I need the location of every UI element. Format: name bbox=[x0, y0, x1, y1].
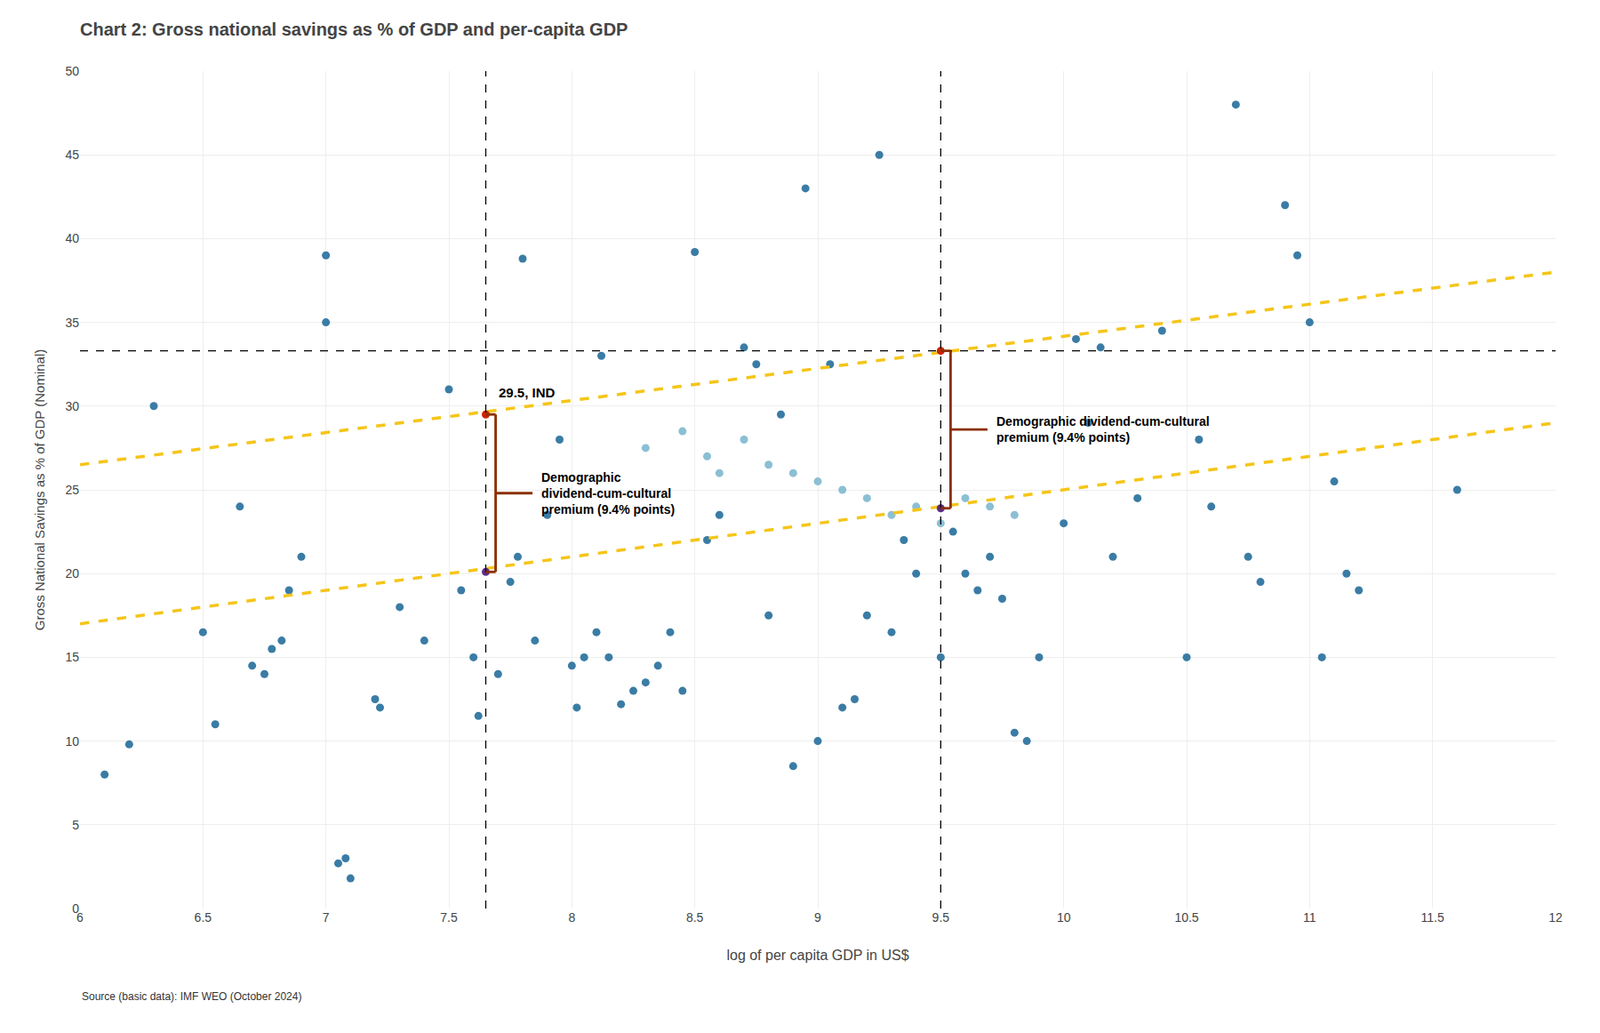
svg-text:40: 40 bbox=[64, 231, 80, 246]
svg-text:12: 12 bbox=[1548, 910, 1563, 925]
svg-text:50: 50 bbox=[64, 64, 80, 79]
svg-text:Chart 2: Gross national saving: Chart 2: Gross national savings as % of … bbox=[80, 19, 628, 40]
svg-text:11: 11 bbox=[1303, 910, 1317, 925]
svg-text:8: 8 bbox=[568, 910, 576, 925]
svg-text:45: 45 bbox=[64, 147, 80, 162]
svg-text:10: 10 bbox=[1056, 910, 1072, 925]
svg-text:11.5: 11.5 bbox=[1421, 910, 1445, 925]
svg-text:Gross National Savings as % of: Gross National Savings as % of GDP (Nomi… bbox=[32, 349, 48, 632]
svg-text:29.5, IND: 29.5, IND bbox=[498, 384, 556, 400]
svg-text:15: 15 bbox=[64, 649, 80, 664]
svg-text:log of per capita GDP in US$: log of per capita GDP in US$ bbox=[726, 947, 909, 963]
svg-text:30: 30 bbox=[64, 399, 80, 414]
svg-text:10: 10 bbox=[64, 734, 80, 749]
svg-text:Demographicdividend-cum-cultur: Demographicdividend-cum-culturalpremium … bbox=[541, 470, 675, 517]
svg-text:Source (basic data): IMF WEO (: Source (basic data): IMF WEO (October 20… bbox=[81, 990, 302, 1003]
svg-text:Demographic dividend-cum-cultu: Demographic dividend-cum-culturalpremium… bbox=[996, 414, 1210, 445]
svg-text:20: 20 bbox=[64, 566, 80, 581]
svg-text:7.5: 7.5 bbox=[440, 910, 458, 925]
svg-text:0: 0 bbox=[72, 901, 80, 916]
svg-text:9: 9 bbox=[814, 910, 822, 925]
svg-text:5: 5 bbox=[72, 817, 80, 832]
svg-text:8.5: 8.5 bbox=[686, 910, 704, 925]
svg-text:6.5: 6.5 bbox=[194, 910, 213, 925]
svg-text:9.5: 9.5 bbox=[932, 910, 951, 925]
svg-text:10.5: 10.5 bbox=[1174, 910, 1199, 925]
svg-text:6: 6 bbox=[76, 910, 84, 925]
svg-text:7: 7 bbox=[322, 910, 330, 925]
svg-text:25: 25 bbox=[64, 482, 80, 497]
svg-text:35: 35 bbox=[64, 315, 80, 330]
